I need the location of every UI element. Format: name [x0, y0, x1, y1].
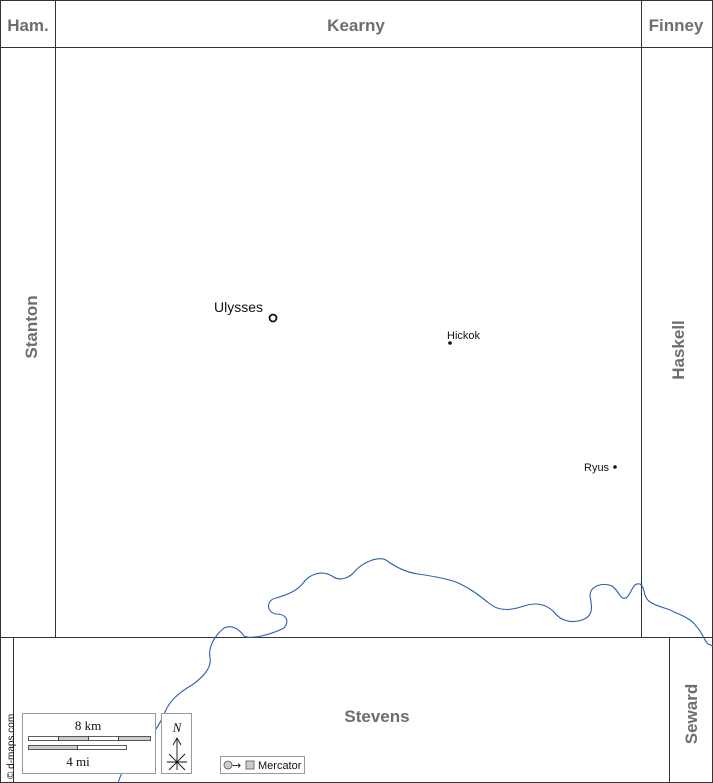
river	[117, 558, 713, 783]
projection-note: → Mercator	[220, 756, 305, 774]
county-label-haskell: Haskell	[669, 320, 688, 380]
north-arrow-box	[161, 713, 192, 774]
place-label-ryus: Ryus	[584, 462, 610, 474]
place-label-hickok: Hickok	[447, 330, 481, 342]
scale-label-km: 8 km	[75, 718, 101, 733]
place-ryus: Ryus	[584, 462, 617, 474]
map-credit: © d-maps.com	[6, 714, 17, 779]
scale-label-mi: 4 mi	[66, 754, 90, 769]
scale-bar-km	[28, 736, 151, 741]
projection-box	[220, 756, 305, 774]
globe-icon	[223, 760, 233, 770]
projection-label: Mercator	[258, 760, 302, 772]
county-label-seward: Seward	[682, 684, 701, 744]
county-label-finney: Finney	[649, 16, 704, 35]
county-label-hamilton: Ham.	[7, 16, 49, 35]
scale-bar-mi	[28, 745, 127, 750]
town-marker	[613, 465, 617, 469]
place-hickok: Hickok	[447, 330, 481, 345]
scale-box	[22, 713, 156, 774]
arrow-right-icon: →	[232, 759, 241, 772]
county-label-stanton: Stanton	[22, 295, 41, 358]
county-label-kearny: Kearny	[327, 16, 385, 35]
county-label-stevens: Stevens	[344, 707, 409, 726]
place-label-ulysses: Ulysses	[214, 299, 263, 315]
north-arrow-icon	[167, 737, 187, 771]
town-marker	[448, 341, 452, 345]
north-arrow-label: N	[172, 720, 183, 735]
county-seat-marker	[268, 313, 278, 323]
north-arrow: N	[161, 713, 192, 774]
scale-bar: 8 km 4 mi	[22, 713, 156, 774]
place-ulysses: Ulysses	[214, 299, 278, 323]
flat-map-icon	[245, 760, 255, 770]
